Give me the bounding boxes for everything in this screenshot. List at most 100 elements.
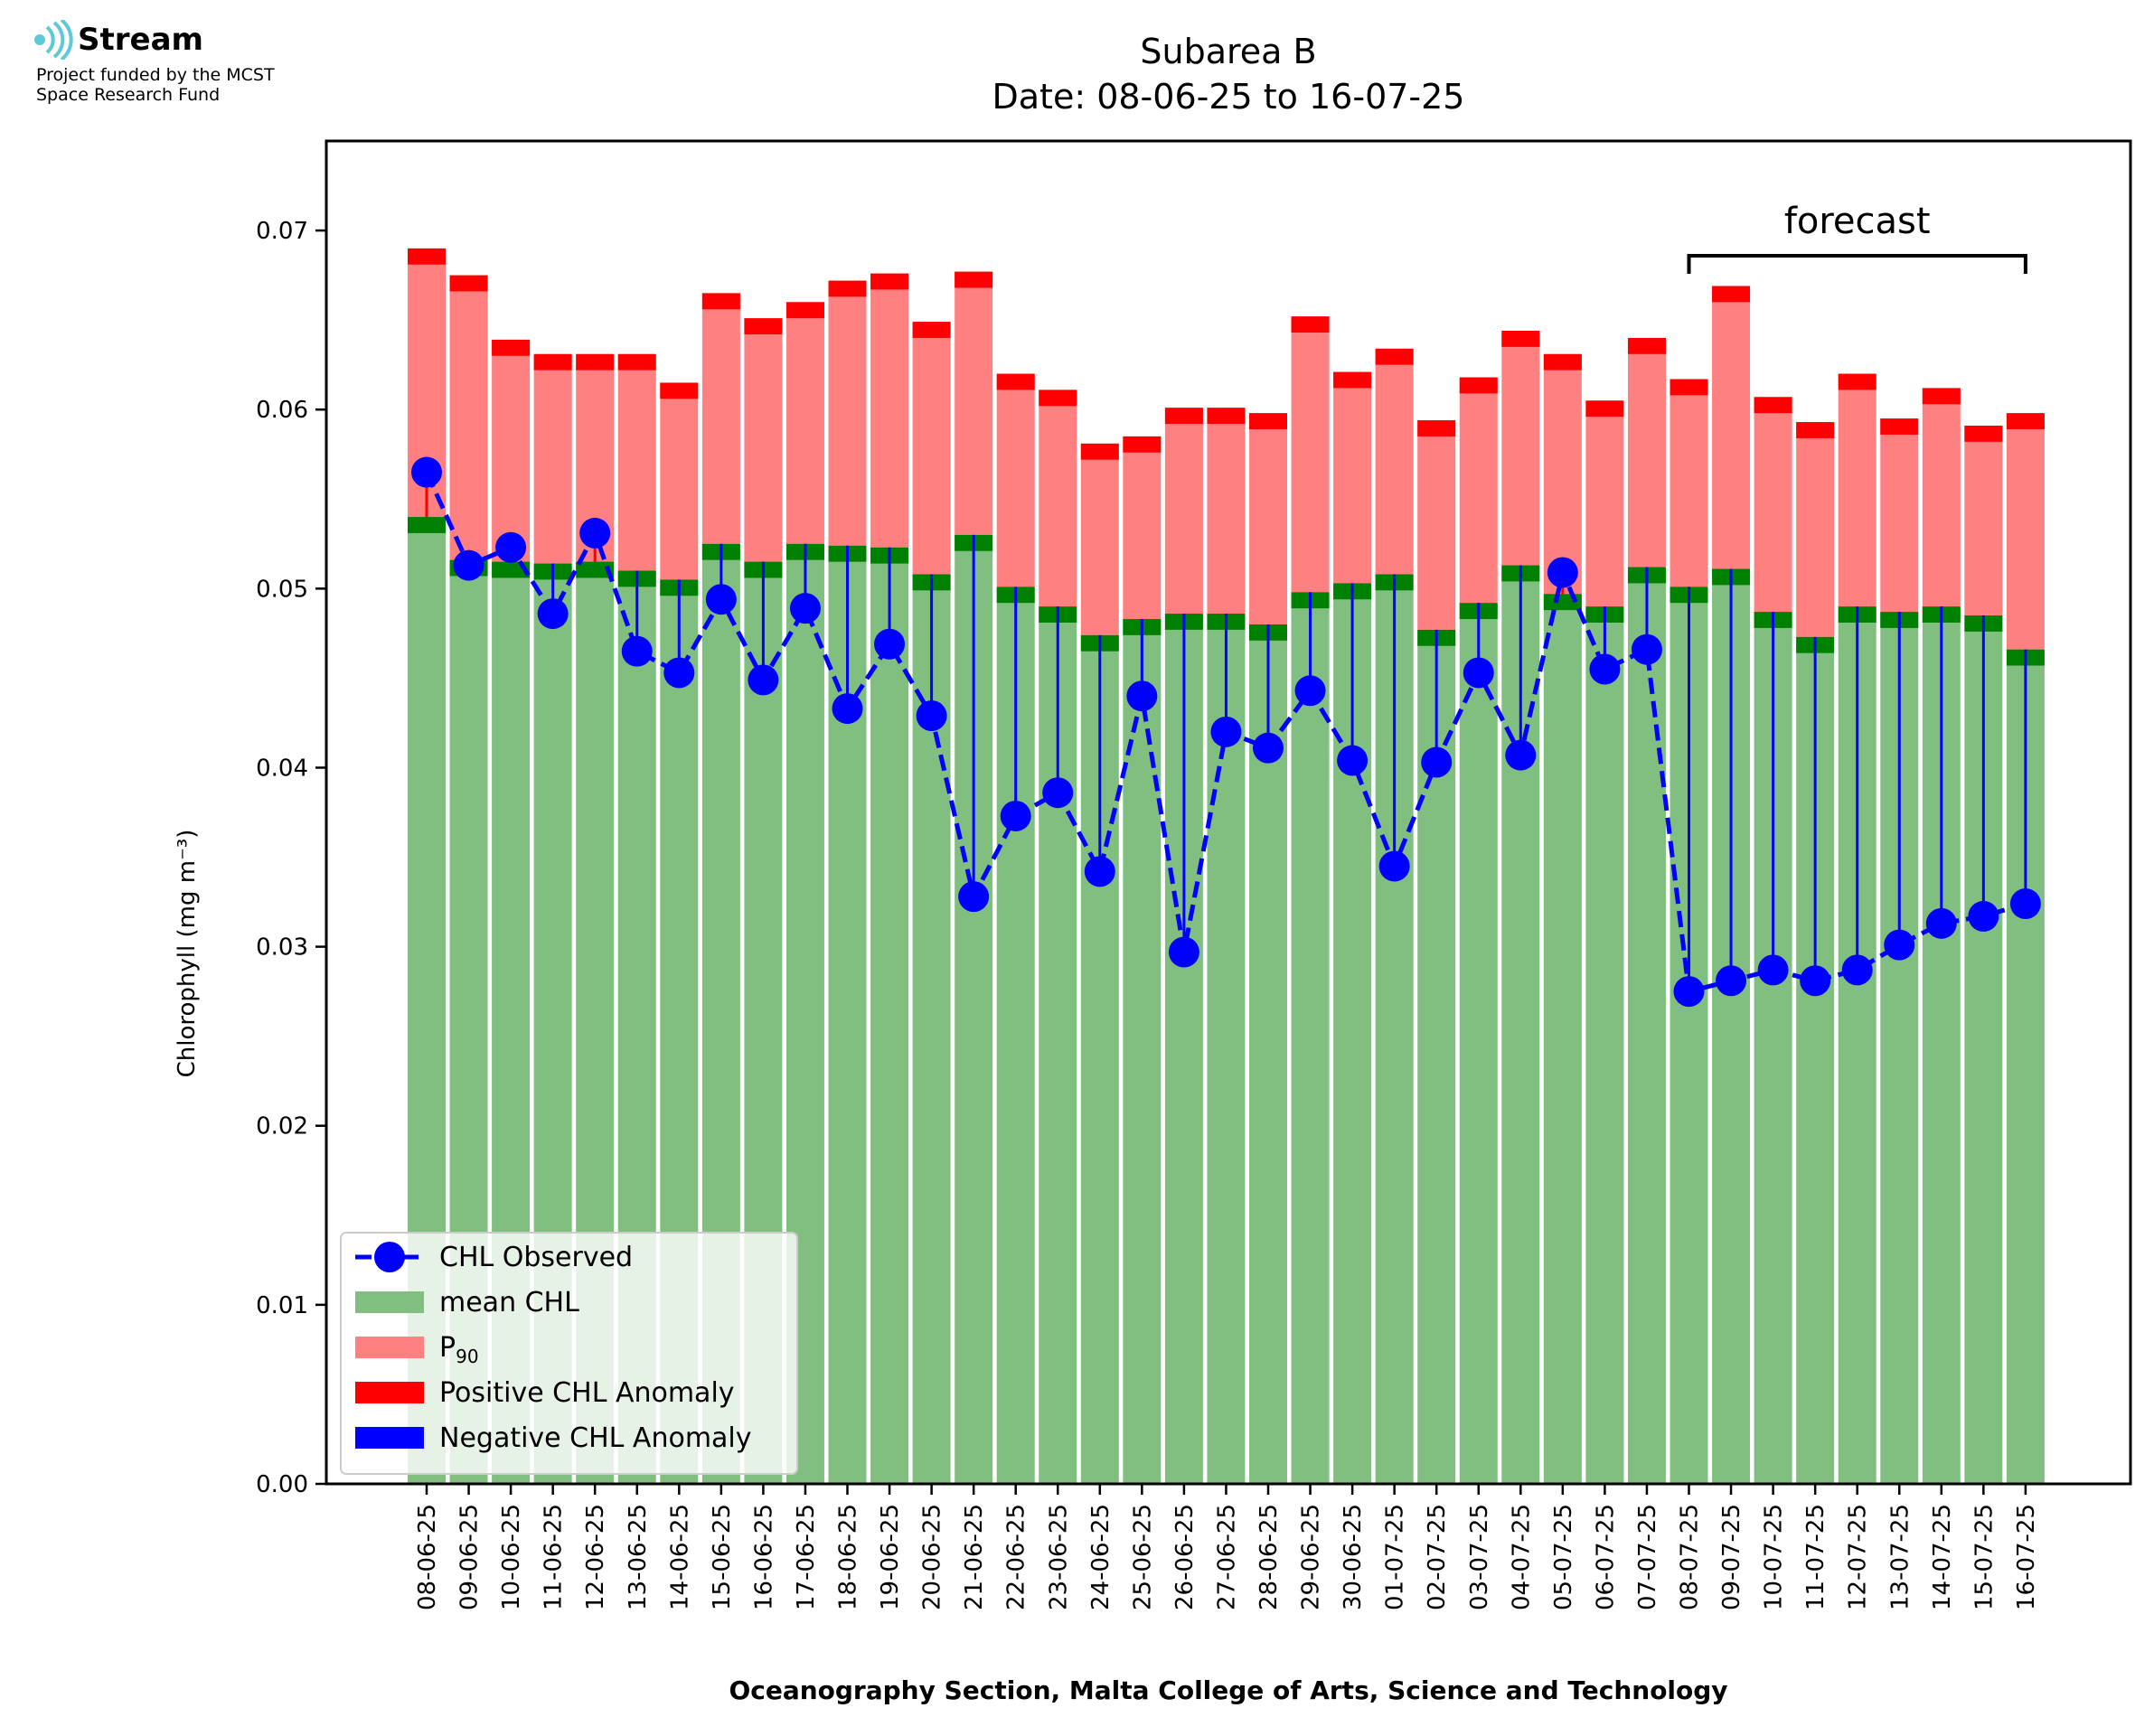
p90-bar: [1164, 408, 1203, 615]
x-tick-label: 12-06-25: [582, 1504, 609, 1610]
x-tick-label: 01-07-25: [1382, 1504, 1409, 1610]
p90-cap: [1964, 426, 2003, 442]
plot-frame: [325, 139, 2132, 1486]
p90-bar: [1964, 426, 2003, 616]
logo-brand: Stream: [78, 22, 203, 58]
observed-point: [1378, 850, 1410, 882]
stream-logo: Stream Project funded by the MCST Space …: [33, 20, 340, 119]
p90-cap: [449, 275, 488, 292]
x-tick-label: 11-07-25: [1802, 1504, 1829, 1610]
legend-label-observed: CHL Observed: [439, 1242, 633, 1273]
p90-cap: [1627, 337, 1666, 354]
p90-cap: [1039, 389, 1077, 407]
x-tick-label: 26-06-25: [1171, 1504, 1199, 1610]
observed-point: [453, 549, 484, 581]
mean-cap: [576, 561, 615, 578]
p90-cap: [955, 271, 993, 288]
p90-cap: [870, 273, 909, 290]
observed-point: [1673, 976, 1705, 1008]
legend-swatch-negative: [355, 1427, 424, 1449]
p90-bar: [1291, 316, 1330, 593]
p90-cap: [660, 382, 699, 399]
observed-point: [1968, 900, 1999, 932]
p90-cap: [912, 322, 951, 338]
p90-bar: [1249, 413, 1287, 624]
x-tick-label: 24-06-25: [1087, 1504, 1115, 1610]
p90-cap: [1417, 420, 1456, 436]
p90-cap: [408, 248, 446, 265]
observed-point: [663, 657, 695, 689]
observed-point: [1589, 653, 1621, 685]
x-tick-label: 15-07-25: [1971, 1504, 1998, 1610]
x-tick-label: 11-06-25: [541, 1504, 568, 1610]
observed-point: [1421, 746, 1453, 778]
p90-cap: [1123, 436, 1162, 453]
x-tick-label: 09-07-25: [1718, 1504, 1745, 1610]
p90-bar: [955, 271, 993, 535]
p90-bar: [1585, 400, 1624, 607]
p90-cap: [701, 293, 740, 310]
x-tick-label: 18-06-25: [835, 1504, 862, 1610]
y-tick-label: 0.02: [256, 1113, 308, 1140]
observed-point: [1000, 800, 1031, 831]
x-tick-label: 13-07-25: [1886, 1504, 1914, 1610]
observed-point: [495, 531, 527, 563]
observed-point: [874, 628, 906, 660]
y-tick-label: 0.05: [256, 576, 308, 603]
p90-bar: [1543, 353, 1582, 595]
x-tick-label: 17-06-25: [793, 1504, 820, 1610]
p90-cap: [576, 353, 615, 371]
legend-observed-marker: [374, 1242, 405, 1272]
p90-bar: [1754, 397, 1792, 613]
p90-cap: [1754, 397, 1792, 414]
x-tick-label: 19-06-25: [877, 1504, 904, 1610]
observed-point: [537, 598, 569, 630]
forecast-label: forecast: [1784, 201, 1931, 242]
p90-bar: [870, 273, 909, 548]
mean-bar: [1543, 594, 1582, 1484]
y-tick-label: 0.03: [256, 934, 308, 962]
observed-point: [1547, 557, 1578, 588]
p90-cap: [1375, 348, 1414, 365]
x-axis-label: Oceanography Section, Malta College of A…: [729, 1675, 1727, 1705]
p90-cap: [617, 353, 656, 371]
observed-point: [579, 517, 611, 549]
chart-title: Subarea B: [1140, 32, 1316, 71]
observed-point: [1084, 856, 1115, 887]
p90-bar: [533, 353, 572, 564]
observed-point: [748, 664, 779, 696]
x-tick-label: 02-07-25: [1424, 1504, 1451, 1610]
forecast-bracket-line: [1687, 254, 2027, 274]
x-tick-label: 16-07-25: [2013, 1504, 2040, 1610]
p90-bar: [1670, 379, 1708, 587]
y-tick-label: 0.04: [256, 755, 308, 782]
x-tick-label: 08-07-25: [1677, 1504, 1704, 1610]
observed-point: [2009, 888, 2041, 920]
mean-bar: [1627, 567, 1666, 1484]
p90-cap: [1459, 377, 1498, 394]
observed-point: [1716, 965, 1747, 997]
legend-label-positive: Positive CHL Anomaly: [439, 1377, 735, 1409]
mean-bar: [1585, 606, 1624, 1484]
x-tick-label: 29-06-25: [1298, 1504, 1325, 1610]
x-tick-label: 08-06-25: [414, 1504, 441, 1610]
p90-cap: [1922, 388, 1961, 405]
x-tick-label: 22-06-25: [1003, 1504, 1030, 1610]
p90-bar: [701, 293, 740, 544]
observed-point: [1884, 929, 1915, 961]
p90-cap: [1164, 408, 1203, 425]
x-tick-label: 09-06-25: [456, 1504, 484, 1610]
x-tick-label: 23-06-25: [1045, 1504, 1072, 1610]
y-tick-label: 0.01: [256, 1292, 308, 1319]
observed-line-layer: [411, 456, 2041, 1008]
p90-bar: [1712, 286, 1751, 569]
x-tick-label: 27-06-25: [1213, 1504, 1240, 1610]
mean-bar: [870, 547, 909, 1484]
p90-cap: [1291, 316, 1330, 333]
mean-cap: [408, 517, 446, 533]
p90-bar: [449, 275, 488, 560]
p90-cap: [1838, 373, 1877, 390]
observed-point: [1042, 777, 1074, 809]
